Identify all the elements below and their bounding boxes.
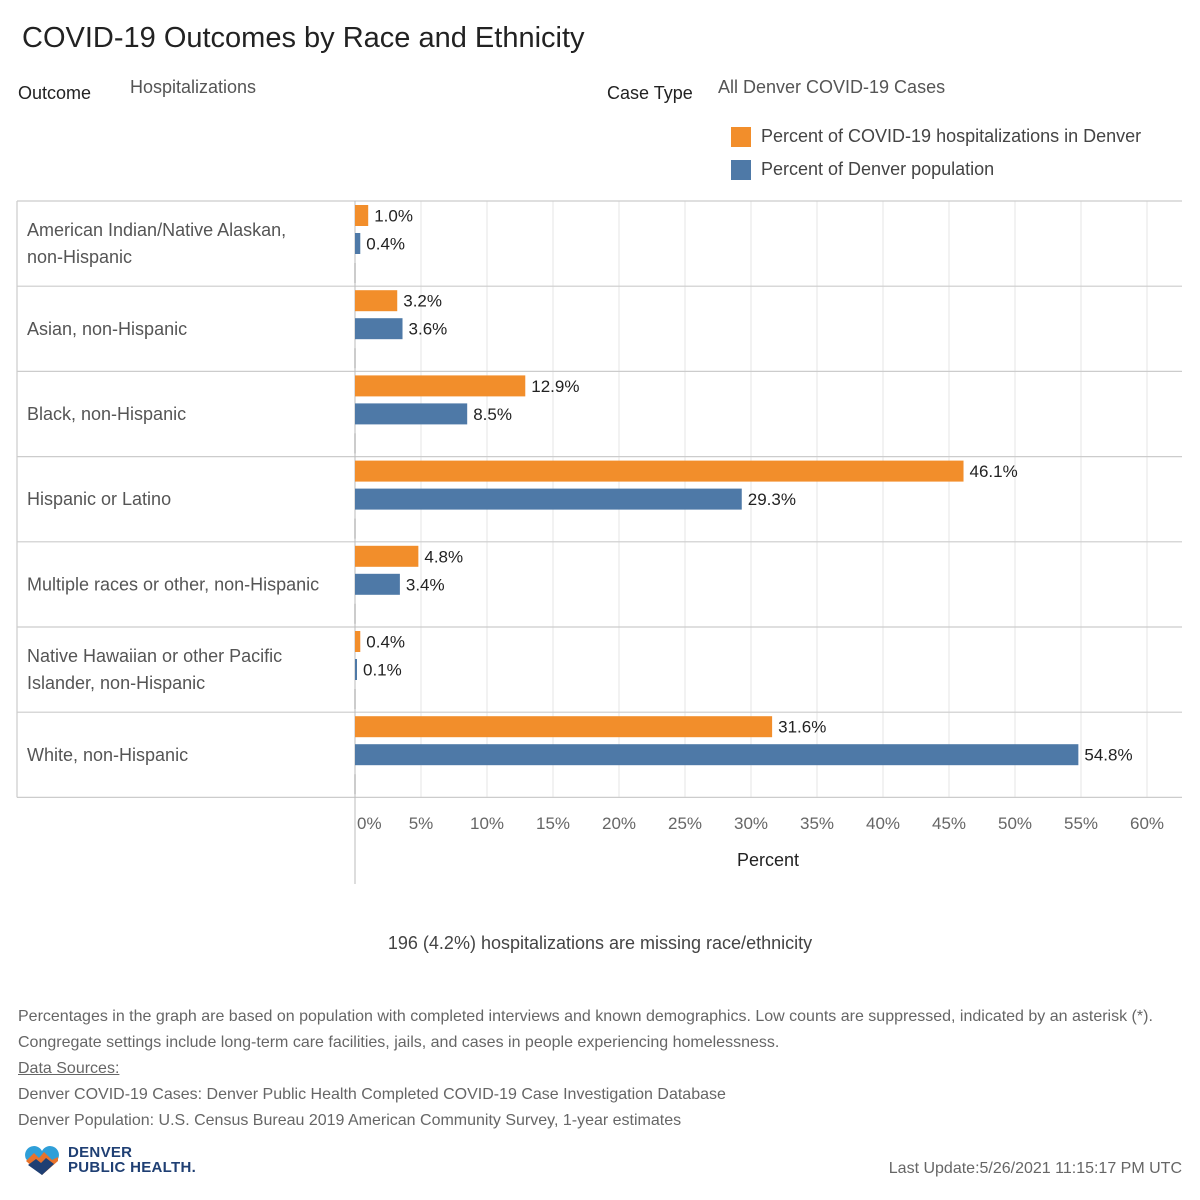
data-label: 12.9% <box>531 377 579 396</box>
case-type-filter-value[interactable]: All Denver COVID-19 Cases <box>718 77 946 97</box>
bar-hospitalizations <box>355 205 369 226</box>
x-tick-label: 35% <box>800 814 834 833</box>
category-label: Black, non-Hispanic <box>27 404 186 424</box>
category-label: Hispanic or Latino <box>27 489 171 509</box>
bar-population <box>355 659 357 680</box>
bar-population <box>355 744 1079 766</box>
legend-item-population[interactable]: Percent of Denver population <box>731 159 994 180</box>
legend-swatch-hospitalizations <box>731 126 751 147</box>
bar-population <box>355 233 361 254</box>
x-tick-label: 40% <box>866 814 900 833</box>
x-tick-label: 5% <box>409 814 434 833</box>
bar-population <box>355 318 403 340</box>
data-label: 46.1% <box>970 462 1018 481</box>
last-update-timestamp: Last Update:5/26/2021 11:15:17 PM UTC <box>888 1160 1182 1177</box>
category-label: Multiple races or other, non-Hispanic <box>27 574 319 594</box>
bar-chart: American Indian/Native Alaskan, non-Hispa… <box>16 200 1182 884</box>
legend-label-population: Percent of Denver population <box>761 159 995 179</box>
data-source-cases: Denver COVID-19 Cases: Denver Public Hea… <box>18 1086 726 1103</box>
x-tick-label: 0% <box>357 814 382 833</box>
legend-swatch-population <box>731 159 751 180</box>
logo-mark-icon <box>25 1146 59 1175</box>
x-tick-label: 30% <box>734 814 768 833</box>
x-tick-label: 10% <box>470 814 504 833</box>
missing-data-note: 196 (4.2%) hospitalizations are missing … <box>387 933 813 953</box>
legend-label-hospitalizations: Percent of COVID-19 hospitalizations in … <box>761 126 1142 146</box>
data-label: 3.4% <box>406 575 445 594</box>
bar-hospitalizations <box>355 545 419 567</box>
category-label: American Indian/Native Alaskan, <box>27 220 286 240</box>
category-label: Islander, non-Hispanic <box>27 673 205 693</box>
data-label: 0.1% <box>363 661 402 680</box>
bar-hospitalizations <box>355 290 398 312</box>
data-sources-heading: Data Sources: <box>18 1060 120 1077</box>
logo-line-1: DENVER <box>68 1144 133 1161</box>
footnote: Percentages in the graph are based on po… <box>18 1004 1178 1134</box>
x-tick-label: 20% <box>602 814 636 833</box>
x-tick-label: 60% <box>1130 814 1164 833</box>
legend-item-hospitalizations[interactable]: Percent of COVID-19 hospitalizations in … <box>731 126 1141 147</box>
bar-population <box>355 403 468 425</box>
data-label: 0.4% <box>366 235 405 254</box>
x-tick-label: 50% <box>998 814 1032 833</box>
category-label: Native Hawaiian or other Pacific <box>27 646 282 666</box>
bar-hospitalizations <box>355 460 964 482</box>
bar-hospitalizations <box>355 375 526 397</box>
category-label: non-Hispanic <box>27 247 132 267</box>
x-tick-label: 15% <box>536 814 570 833</box>
data-label: 4.8% <box>424 547 463 566</box>
data-label: 0.4% <box>366 633 405 652</box>
outcome-filter-label: Outcome <box>18 83 92 103</box>
x-axis-title: Percent <box>737 850 799 870</box>
outcome-filter-value[interactable]: Hospitalizations <box>130 77 257 97</box>
data-source-population: Denver Population: U.S. Census Bureau 20… <box>18 1112 682 1129</box>
data-label: 54.8% <box>1084 746 1132 765</box>
footnote-text: Percentages in the graph are based on po… <box>18 1008 1153 1051</box>
bar-population <box>355 573 400 595</box>
bar-hospitalizations <box>355 716 773 738</box>
data-label: 3.6% <box>409 320 448 339</box>
data-label: 3.2% <box>403 292 442 311</box>
bar-population <box>355 488 742 510</box>
x-tick-label: 55% <box>1064 814 1098 833</box>
chart-title: COVID-19 Outcomes by Race and Ethnicity <box>22 22 585 54</box>
data-label: 31.6% <box>778 718 826 737</box>
x-tick-label: 45% <box>932 814 966 833</box>
data-label: 8.5% <box>473 405 512 424</box>
category-label: White, non-Hispanic <box>27 745 188 765</box>
case-type-filter-label: Case Type <box>607 83 693 103</box>
data-label: 29.3% <box>748 490 796 509</box>
logo-line-2: PUBLIC HEALTH. <box>68 1159 197 1176</box>
category-label: Asian, non-Hispanic <box>27 319 187 339</box>
data-label: 1.0% <box>374 207 413 226</box>
x-tick-label: 25% <box>668 814 702 833</box>
denver-public-health-logo: DENVER PUBLIC HEALTH. <box>22 1143 196 1177</box>
bar-hospitalizations <box>355 631 361 652</box>
